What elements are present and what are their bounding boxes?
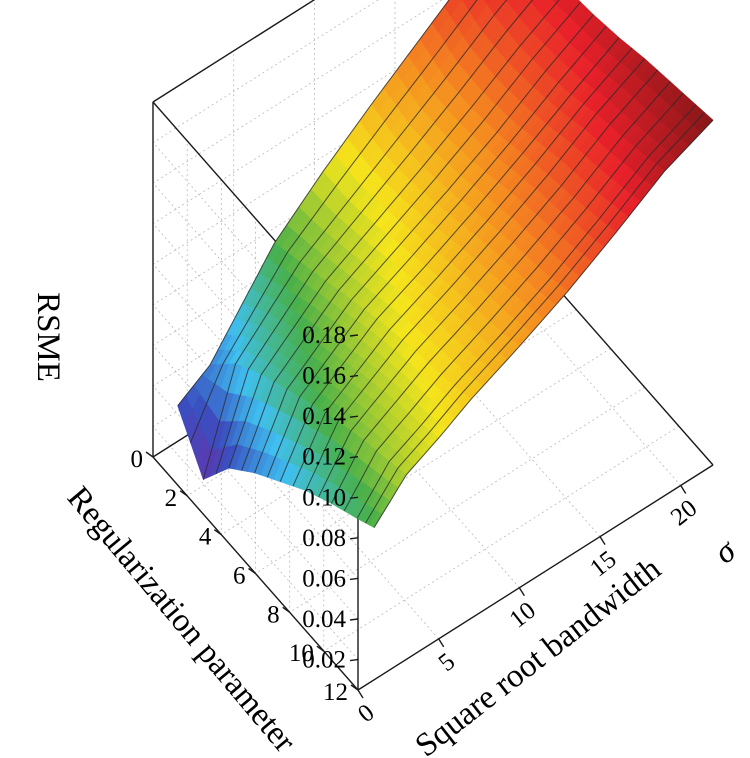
surface — [177, 0, 714, 529]
y-tick-label: 4 — [199, 524, 212, 551]
y-tick — [350, 684, 359, 691]
box-edge — [357, 464, 714, 691]
x-tick-label: 10 — [505, 597, 541, 634]
contour-line — [279, 37, 620, 482]
x-tick — [599, 536, 606, 545]
x-tick-label: 0 — [353, 699, 379, 728]
y-tick-label: 0 — [131, 446, 144, 473]
contour-line — [202, 0, 508, 480]
y-tick-label: 6 — [233, 563, 246, 590]
x-tick — [680, 485, 687, 494]
x-tick-label: 20 — [666, 495, 702, 532]
contour-lines — [177, 0, 714, 528]
z-tick-label: 0.14 — [302, 403, 346, 430]
z-tick — [349, 496, 359, 499]
y-tick — [248, 567, 256, 575]
x-axis-symbol: σ — [708, 532, 744, 571]
y-tick — [316, 645, 325, 652]
z-tick-label: 0.10 — [302, 484, 346, 511]
contour-line — [356, 104, 697, 519]
y-tick-label: 8 — [267, 601, 280, 628]
z-tick — [349, 537, 359, 540]
y-tick-label: 2 — [165, 485, 178, 512]
y-tick — [145, 451, 154, 458]
contour-line — [292, 47, 633, 487]
x-tick — [518, 587, 525, 597]
y-tick-label: 12 — [323, 679, 348, 706]
contour-line — [330, 81, 671, 504]
contour-line — [241, 1, 581, 471]
contour-line — [318, 69, 658, 498]
z-tick — [349, 334, 359, 337]
y-axis-title-text: Regularization parameter — [60, 480, 303, 758]
box-edge — [152, 0, 316, 103]
z-tick — [349, 577, 359, 581]
contour-line — [215, 0, 534, 474]
z-tick-label: 0.18 — [302, 322, 346, 349]
y-axis-title: Regularization parameter γ — [60, 480, 323, 758]
z-tick — [349, 415, 359, 418]
z-tick — [349, 618, 359, 621]
contour-line — [305, 58, 646, 491]
z-tick-label: 0.02 — [302, 647, 346, 674]
contour-line — [373, 119, 714, 528]
z-tick-label: 0.12 — [302, 444, 346, 471]
z-tick-label: 0.06 — [302, 565, 346, 592]
z-tick-label: 0.16 — [302, 363, 346, 390]
z-tick — [349, 374, 359, 378]
y-tick — [179, 490, 188, 497]
x-tick-label: 5 — [434, 648, 460, 677]
y-axis-symbol: γ — [287, 750, 324, 758]
contour-line — [177, 0, 450, 407]
contour-line — [190, 0, 478, 443]
contour-line — [254, 14, 594, 474]
contour-line — [365, 112, 705, 524]
z-tick-label: 0.08 — [302, 525, 346, 552]
z-tick — [349, 456, 359, 459]
y-tick — [282, 606, 291, 613]
contour-line — [343, 92, 684, 512]
x-tick — [357, 689, 364, 699]
y-tick — [213, 529, 222, 536]
z-tick-label: 0.04 — [302, 606, 346, 633]
x-tick — [438, 638, 445, 648]
z-tick — [349, 658, 359, 662]
z-axis-title: RSME — [30, 292, 66, 382]
contour-line — [228, 0, 560, 469]
contour-line — [266, 25, 607, 478]
y-tick-label: 10 — [289, 640, 314, 667]
